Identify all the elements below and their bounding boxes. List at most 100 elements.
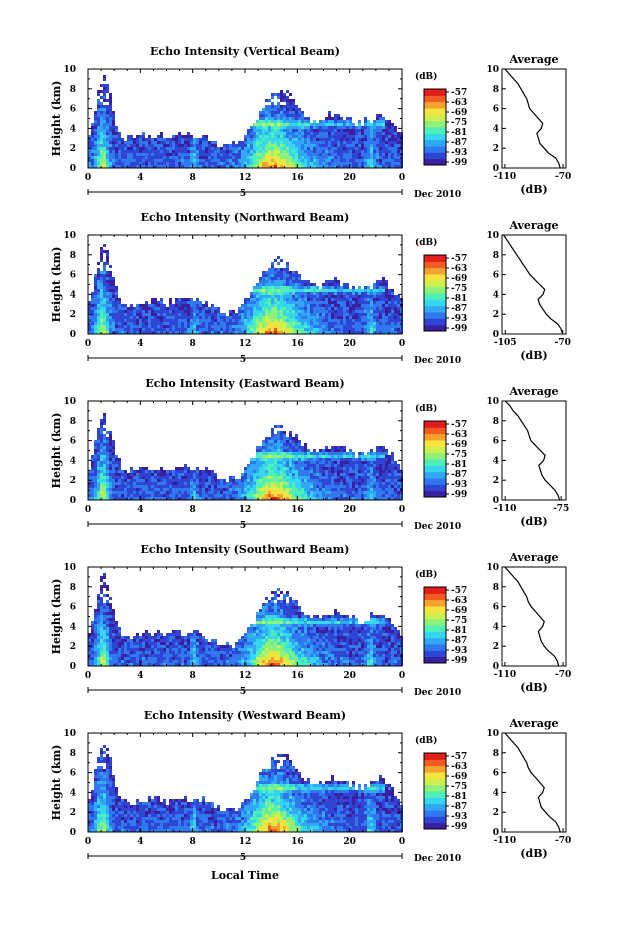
- average-y-tick-label: 4: [493, 290, 499, 300]
- y-tick-label: 2: [70, 808, 76, 818]
- average-x-tick-label: -110: [494, 836, 517, 846]
- x-tick-label: 12: [239, 837, 252, 847]
- average-y-tick-label: 8: [493, 583, 499, 593]
- average-profile-line: [504, 566, 560, 667]
- heatmap-cells: [88, 244, 403, 334]
- colorbar-unit: (dB): [415, 237, 437, 248]
- colorbar-tick-label: -75: [451, 284, 467, 294]
- average-x-tick-label: -110: [494, 172, 517, 182]
- colorbar-tick-label: -93: [451, 812, 467, 822]
- average-y-tick-label: 8: [493, 85, 499, 95]
- colorbar-tick-label: -57: [451, 88, 467, 98]
- average-frame: [501, 68, 567, 169]
- colorbar-tick-label: -69: [451, 108, 467, 118]
- average-profile-line: [504, 68, 561, 169]
- y-tick-label: 2: [70, 642, 76, 652]
- colorbar-swatch: [424, 152, 446, 160]
- x-tick-label: 16: [291, 173, 304, 183]
- average-x-label: (dB): [520, 349, 547, 362]
- x-tick-label: 4: [137, 671, 143, 681]
- y-tick-label: 10: [63, 563, 76, 573]
- average-x-tick-label: -70: [555, 836, 571, 846]
- colorbar-tick-label: -99: [451, 490, 467, 500]
- average-y-tick-label: 10: [486, 231, 499, 241]
- x-tick-label: 0: [399, 173, 405, 183]
- y-tick-label: 10: [63, 231, 76, 241]
- panel-3: Echo Intensity (Eastward Beam) Height (km…: [50, 377, 569, 532]
- day-marker: 5: [240, 521, 246, 531]
- colorbar-swatch: [424, 120, 446, 128]
- colorbar-swatch: [424, 637, 446, 645]
- colorbar-swatch: [424, 803, 446, 811]
- average-x-label: (dB): [520, 681, 547, 694]
- average-x-tick-label: -110: [494, 670, 517, 680]
- colorbar-swatch: [424, 459, 446, 466]
- colorbar-tick-label: -75: [451, 616, 467, 626]
- colorbar-tick-label: -93: [451, 148, 467, 158]
- colorbar-swatch: [424, 784, 446, 792]
- x-tick-label: 0: [399, 339, 405, 349]
- x-tick-label: 8: [190, 837, 196, 847]
- y-tick-label: 8: [70, 583, 76, 593]
- y-tick-label: 10: [63, 729, 76, 739]
- local-time-axis-label: Local Time: [211, 869, 279, 882]
- average-y-tick-label: 8: [493, 749, 499, 759]
- date-label: Dec 2010: [414, 522, 461, 532]
- colorbar-tick-label: -99: [451, 822, 467, 832]
- average-x-tick-label: -75: [553, 504, 569, 514]
- heatmap-cells: [88, 573, 403, 666]
- colorbar-tick-label: -93: [451, 480, 467, 490]
- colorbar-swatch: [424, 261, 446, 269]
- average-frame: [501, 732, 567, 833]
- average-profile-line: [504, 400, 561, 501]
- y-tick-label: 6: [70, 769, 76, 779]
- average-y-tick-label: 2: [493, 808, 499, 818]
- x-tick-label: 0: [399, 505, 405, 515]
- colorbar-tick-label: -75: [451, 118, 467, 128]
- colorbar-swatch: [424, 650, 446, 658]
- y-tick-label: 8: [70, 85, 76, 95]
- average-frame: [501, 400, 567, 501]
- colorbar-tick-label: -87: [451, 138, 467, 148]
- average-profile-line: [503, 234, 564, 335]
- y-tick-label: 4: [70, 290, 76, 300]
- average-x-tick-label: -110: [494, 504, 517, 514]
- colorbar-swatch: [424, 644, 446, 651]
- average-y-tick-label: 0: [493, 828, 499, 838]
- y-tick-label: 8: [70, 251, 76, 261]
- x-tick-label: 0: [85, 339, 91, 349]
- colorbar-swatch: [424, 324, 446, 332]
- colorbar-tick-label: -75: [451, 782, 467, 792]
- colorbar-tick-label: -81: [451, 460, 467, 470]
- colorbar-swatch: [424, 267, 446, 275]
- colorbar-swatch: [424, 89, 446, 96]
- y-axis-label: Height (km): [50, 413, 63, 489]
- average-y-tick-label: 6: [493, 105, 499, 115]
- y-tick-label: 4: [70, 622, 76, 632]
- colorbar-swatch: [424, 305, 446, 313]
- average-y-tick-label: 4: [493, 788, 499, 798]
- colorbar-swatch: [424, 822, 446, 830]
- colorbar-swatch: [424, 440, 446, 447]
- average-y-tick-label: 4: [493, 622, 499, 632]
- day-marker: 5: [240, 687, 246, 697]
- colorbar-swatch: [424, 772, 446, 779]
- colorbar-tick-label: -87: [451, 470, 467, 480]
- colorbar-swatch: [424, 587, 446, 594]
- y-tick-label: 4: [70, 456, 76, 466]
- y-axis-label: Height (km): [50, 579, 63, 655]
- x-tick-label: 0: [85, 173, 91, 183]
- x-tick-label: 0: [85, 505, 91, 515]
- x-tick-label: 0: [85, 837, 91, 847]
- average-y-tick-label: 8: [493, 251, 499, 261]
- average-x-label: (dB): [520, 515, 547, 528]
- panel-title: Echo Intensity (Eastward Beam): [145, 377, 344, 390]
- colorbar-swatch: [424, 286, 446, 294]
- average-y-tick-label: 2: [493, 310, 499, 320]
- day-marker: 5: [240, 853, 246, 863]
- colorbar-swatch: [424, 433, 446, 441]
- colorbar-swatch: [424, 274, 446, 281]
- average-y-tick-label: 10: [486, 397, 499, 407]
- colorbar-tick-label: -57: [451, 254, 467, 264]
- colorbar-swatch: [424, 312, 446, 319]
